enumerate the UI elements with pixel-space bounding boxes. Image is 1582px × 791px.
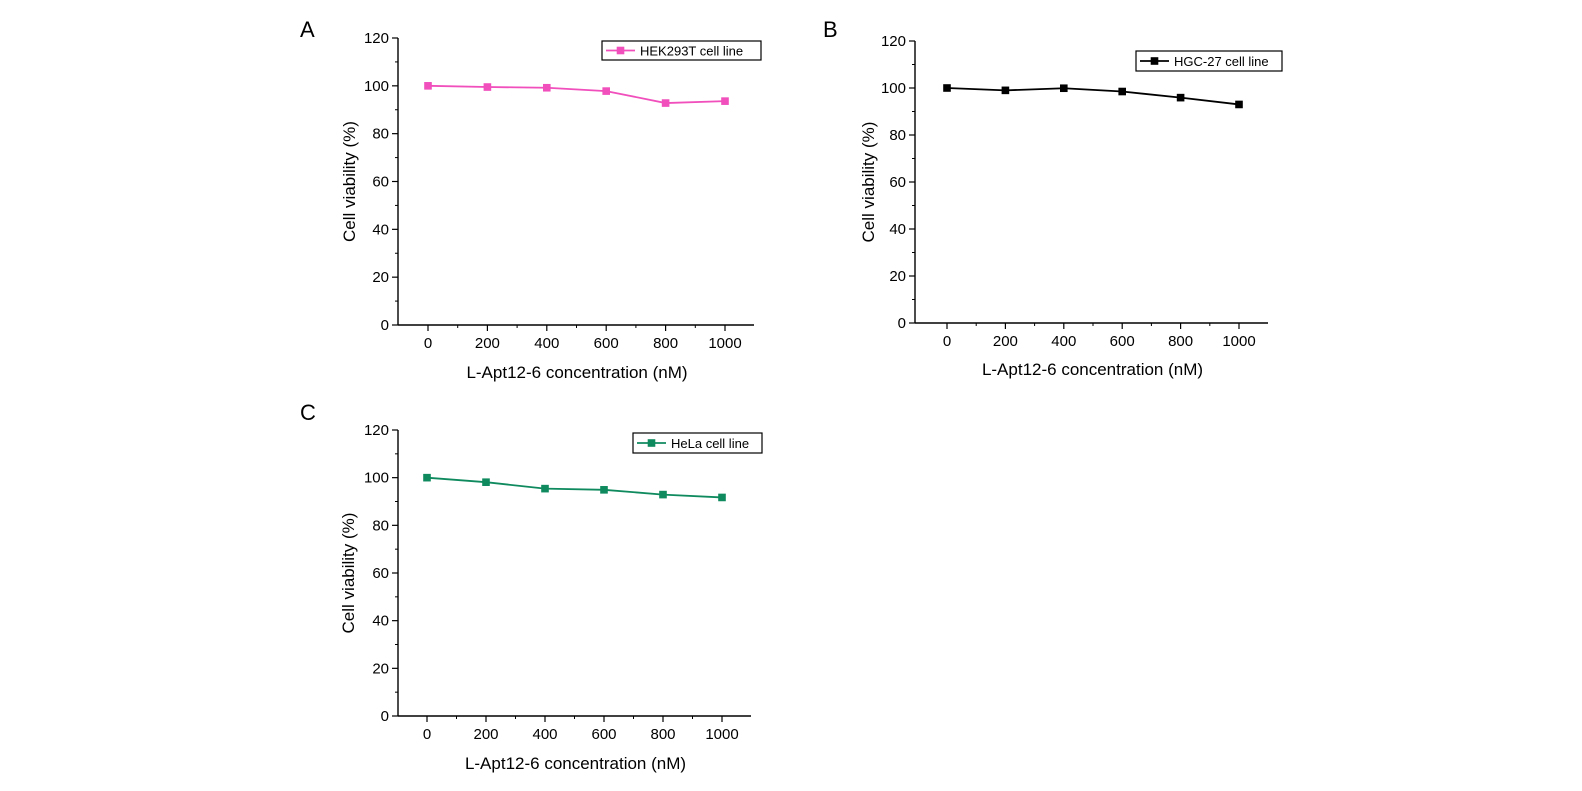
- series-line: [427, 84, 726, 104]
- x-tick-label: 0: [943, 333, 951, 350]
- x-tick-label: 600: [1110, 333, 1135, 350]
- legend-box: [1135, 50, 1283, 72]
- x-tick-label: 600: [594, 335, 619, 352]
- y-tick-label: 20: [372, 660, 389, 677]
- y-tick-label: 80: [372, 517, 389, 534]
- data-point: [482, 478, 490, 486]
- x-tick-label: 600: [591, 726, 616, 743]
- x-tick-label: 0: [423, 726, 431, 743]
- x-axis-title: L-Apt12-6 concentration (nM): [982, 360, 1203, 379]
- y-tick-label: 60: [889, 174, 906, 191]
- y-tick-label: 20: [372, 269, 389, 286]
- x-tick-label: 800: [1168, 333, 1193, 350]
- x-tick-label: 200: [475, 335, 500, 352]
- data-point: [943, 84, 951, 92]
- chart-panel-a: A 0 20 40 60 80 100 120 0 200 400 600 800 1000 Cell vi…: [300, 17, 762, 382]
- legend-marker: [647, 439, 656, 447]
- series-line: [426, 476, 723, 499]
- x-tick-label: 800: [653, 335, 678, 352]
- x-tick-label: 0: [424, 335, 432, 352]
- y-tick-label: 60: [372, 174, 389, 191]
- x-tick-label: 400: [1051, 333, 1076, 350]
- y-tick-label: 20: [889, 268, 906, 285]
- legend-label: HeLa cell line: [671, 436, 749, 451]
- data-point: [1235, 100, 1243, 109]
- y-axis-title: Cell viability (%): [339, 513, 358, 634]
- y-tick-label: 120: [364, 30, 389, 47]
- data-point: [541, 484, 549, 493]
- x-tick-label: 400: [534, 335, 559, 352]
- y-tick-label: 120: [881, 33, 906, 50]
- y-tick-label: 40: [372, 221, 389, 238]
- data-point: [1176, 93, 1185, 102]
- x-axis-title: L-Apt12-6 concentration (nM): [465, 754, 686, 773]
- legend-box: [632, 432, 763, 454]
- y-tick-label: 40: [372, 613, 389, 630]
- y-tick-label: 80: [889, 127, 906, 144]
- panel-label: A: [300, 17, 315, 42]
- data-point: [423, 473, 431, 482]
- x-tick-label: 200: [473, 726, 498, 743]
- y-tick-label: 40: [889, 221, 906, 238]
- data-point: [1060, 84, 1068, 93]
- legend-label: HEK293T cell line: [640, 44, 743, 59]
- y-tick-label: 0: [898, 315, 906, 332]
- y-tick-label: 100: [364, 470, 389, 487]
- x-tick-label: 1000: [708, 335, 741, 352]
- legend-marker: [616, 46, 625, 55]
- data-point: [600, 486, 608, 494]
- y-axis-title: Cell viability (%): [859, 122, 878, 243]
- y-axis-title: Cell viability (%): [340, 121, 359, 242]
- x-tick-label: 1000: [1222, 333, 1255, 350]
- panel-label: B: [823, 17, 838, 42]
- data-point: [718, 493, 726, 502]
- x-axis-title: L-Apt12-6 concentration (nM): [466, 363, 687, 382]
- data-point: [543, 83, 551, 92]
- legend: HGC-27 cell line: [1135, 50, 1283, 72]
- data-point: [1001, 86, 1010, 95]
- legend-box: [601, 40, 762, 61]
- chart-panel-c: C 0 20 40 60 80 100 120 0 200 400 600 800 1000 Cell vi…: [300, 400, 763, 773]
- legend-marker: [1150, 57, 1159, 65]
- data-point: [1118, 87, 1126, 96]
- x-tick-label: 400: [532, 726, 557, 743]
- legend-label: HGC-27 cell line: [1174, 54, 1269, 69]
- y-tick-label: 100: [364, 78, 389, 95]
- legend: HEK293T cell line: [601, 40, 762, 61]
- data-point: [721, 97, 729, 105]
- data-point: [424, 82, 432, 90]
- data-point: [661, 99, 670, 107]
- data-point: [483, 83, 492, 91]
- panel-label: C: [300, 400, 316, 425]
- x-tick-label: 800: [650, 726, 675, 743]
- y-tick-label: 0: [381, 317, 389, 334]
- y-tick-label: 120: [364, 422, 389, 439]
- y-tick-label: 0: [381, 708, 389, 725]
- x-tick-label: 200: [993, 333, 1018, 350]
- legend: HeLa cell line: [632, 432, 763, 454]
- y-tick-label: 60: [372, 565, 389, 582]
- chart-panel-b: B 0 20 40 60 80 100 120 0 200 400 600 800 1000 Cell vi…: [823, 17, 1283, 379]
- y-tick-label: 80: [372, 126, 389, 143]
- data-point: [602, 87, 610, 95]
- x-tick-label: 1000: [705, 726, 738, 743]
- data-point: [659, 490, 667, 499]
- y-tick-label: 100: [881, 80, 906, 97]
- series-line: [946, 87, 1240, 106]
